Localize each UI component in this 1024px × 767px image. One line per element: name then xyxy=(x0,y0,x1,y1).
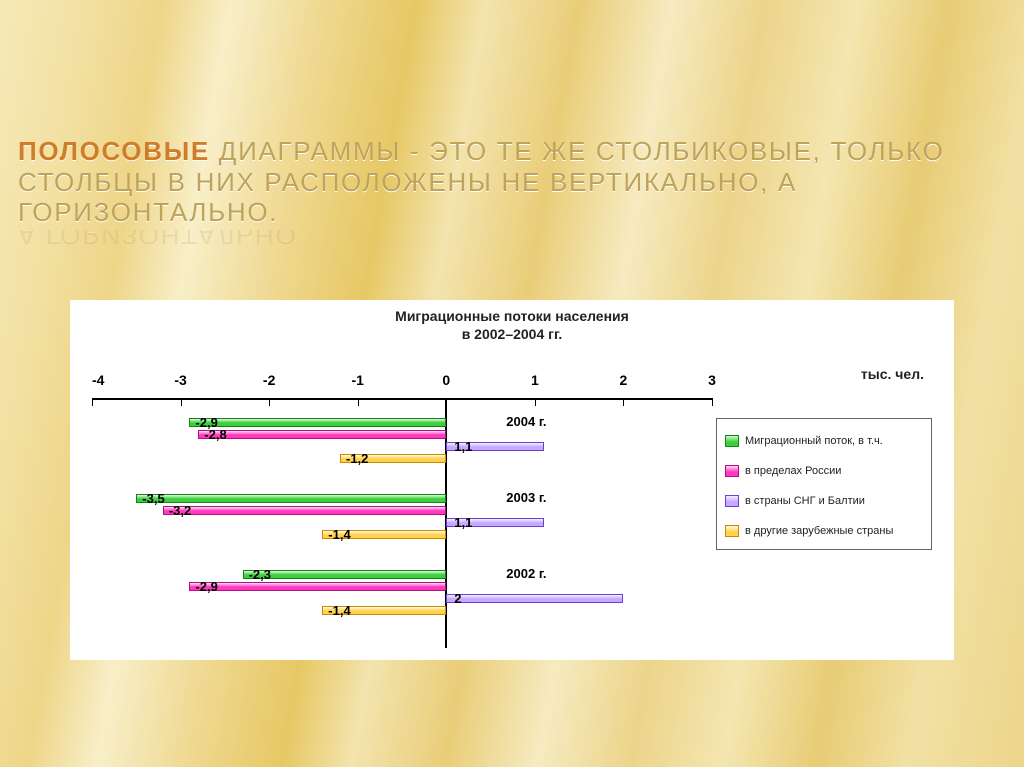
legend-swatch xyxy=(725,495,739,507)
heading-first-word: ПОЛОСОВЫЕ xyxy=(18,136,210,166)
bar-russia xyxy=(189,582,446,591)
bar-russia xyxy=(163,506,446,515)
x-tick xyxy=(535,398,536,406)
x-tick-label: -2 xyxy=(263,372,275,388)
bar-value-label: 1,1 xyxy=(454,439,472,454)
bar-value-label: -2,9 xyxy=(195,579,217,594)
axis-unit-label: тыс. чел. xyxy=(861,366,924,382)
slide: ПОЛОСОВЫЕ ДИАГРАММЫ - ЭТО ТЕ ЖЕ СТОЛБИКО… xyxy=(0,0,1024,767)
legend-label: в пределах России xyxy=(745,465,841,477)
x-tick-label: 1 xyxy=(531,372,539,388)
chart-figure: Миграционные потоки населения в 2002–200… xyxy=(70,300,954,660)
legend-swatch xyxy=(725,525,739,537)
year-label: 2004 г. xyxy=(506,414,546,429)
bar-value-label: -2,3 xyxy=(249,567,271,582)
x-tick-label: 2 xyxy=(620,372,628,388)
chart-plot-area: -4-3-2-101232004 г.-2,9-2,81,1-1,22003 г… xyxy=(92,368,712,648)
x-tick xyxy=(92,398,93,406)
x-tick xyxy=(623,398,624,406)
x-tick xyxy=(181,398,182,406)
slide-heading: ПОЛОСОВЫЕ ДИАГРАММЫ - ЭТО ТЕ ЖЕ СТОЛБИКО… xyxy=(18,136,1006,250)
x-tick-label: 3 xyxy=(708,372,716,388)
bar-value-label: 1,1 xyxy=(454,515,472,530)
x-tick-label: 0 xyxy=(442,372,450,388)
legend-label: в страны СНГ и Балтии xyxy=(745,495,865,507)
x-tick xyxy=(358,398,359,406)
bar-total xyxy=(189,418,446,427)
bar-value-label: -3,5 xyxy=(142,491,164,506)
legend-swatch xyxy=(725,435,739,447)
bar-value-label: -1,4 xyxy=(328,603,350,618)
legend-label: в другие зарубежные страны xyxy=(745,525,893,537)
year-label: 2002 г. xyxy=(506,566,546,581)
bar-value-label: -3,2 xyxy=(169,503,191,518)
legend-item: Миграционный поток, в т.ч. xyxy=(725,435,923,447)
x-tick-label: -3 xyxy=(174,372,186,388)
bar-total xyxy=(243,570,447,579)
bar-value-label: -2,8 xyxy=(204,427,226,442)
x-tick-label: -4 xyxy=(92,372,104,388)
bar-total xyxy=(136,494,446,503)
x-tick xyxy=(269,398,270,406)
chart-title-line2: в 2002–2004 гг. xyxy=(462,326,563,342)
legend-item: в другие зарубежные страны xyxy=(725,525,923,537)
bar-value-label: 2 xyxy=(454,591,461,606)
chart-title: Миграционные потоки населения в 2002–200… xyxy=(70,308,954,343)
heading-reflection: А ГОРИЗОНТАЛЬНО. xyxy=(18,230,1006,250)
legend-item: в страны СНГ и Балтии xyxy=(725,495,923,507)
chart-legend: Миграционный поток, в т.ч. в пределах Рос… xyxy=(716,418,932,550)
bar-cis xyxy=(446,594,623,603)
bar-value-label: -1,4 xyxy=(328,527,350,542)
bar-russia xyxy=(198,430,446,439)
year-label: 2003 г. xyxy=(506,490,546,505)
bar-value-label: -1,2 xyxy=(346,451,368,466)
chart-title-line1: Миграционные потоки населения xyxy=(395,308,629,324)
x-axis xyxy=(92,398,712,400)
legend-swatch xyxy=(725,465,739,477)
legend-label: Миграционный поток, в т.ч. xyxy=(745,435,883,447)
legend-item: в пределах России xyxy=(725,465,923,477)
x-tick-label: -1 xyxy=(351,372,363,388)
x-tick xyxy=(712,398,713,406)
